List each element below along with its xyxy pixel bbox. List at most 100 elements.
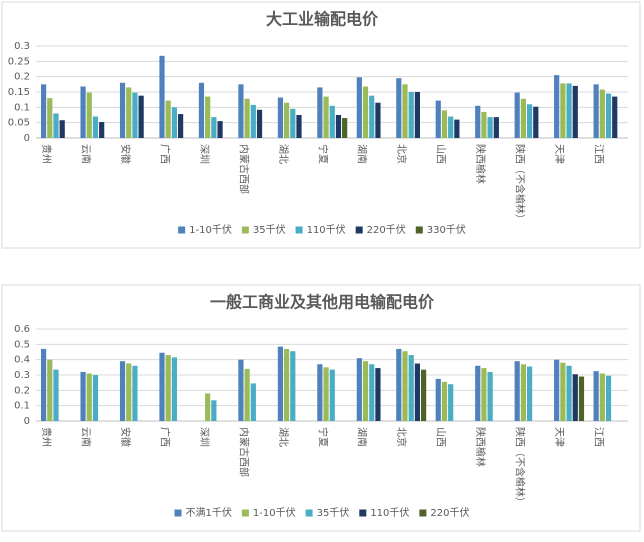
bar bbox=[554, 75, 560, 138]
bar bbox=[514, 92, 520, 138]
bar bbox=[238, 84, 244, 138]
bar bbox=[217, 121, 223, 138]
bar bbox=[126, 363, 132, 421]
bar bbox=[244, 368, 250, 421]
bar bbox=[448, 116, 454, 138]
legend-label: 110千伏 bbox=[307, 223, 346, 236]
x-tick-label: 深圳 bbox=[198, 427, 210, 447]
legend-swatch bbox=[295, 226, 303, 234]
legend-swatch bbox=[241, 226, 249, 234]
legend-swatch bbox=[415, 226, 423, 234]
x-tick-label: 北京 bbox=[395, 144, 408, 164]
legend-label: 1-10千伏 bbox=[189, 223, 232, 236]
bar bbox=[277, 97, 283, 138]
bar bbox=[605, 375, 612, 421]
bar bbox=[554, 359, 560, 421]
bar bbox=[572, 374, 578, 421]
bar bbox=[493, 117, 499, 138]
x-tick-label: 陕西榆林 bbox=[474, 144, 487, 184]
bar bbox=[296, 115, 302, 138]
bar bbox=[475, 365, 481, 421]
bar bbox=[408, 355, 414, 421]
y-tick-label: 0.1 bbox=[14, 102, 30, 113]
legend-label: 220千伏 bbox=[367, 223, 406, 236]
bar bbox=[435, 378, 441, 421]
legend-label: 35千伏 bbox=[317, 506, 350, 519]
bar bbox=[250, 383, 256, 421]
bar bbox=[572, 85, 578, 138]
bar bbox=[211, 400, 217, 421]
bar bbox=[593, 84, 599, 138]
bar bbox=[335, 115, 342, 138]
bar bbox=[362, 361, 369, 421]
x-tick-label: 安徽 bbox=[119, 144, 132, 164]
bar bbox=[205, 393, 211, 421]
bar bbox=[47, 359, 53, 421]
bar bbox=[441, 381, 448, 421]
bar bbox=[560, 362, 566, 421]
bar bbox=[578, 376, 585, 421]
x-tick-label: 内蒙古西部 bbox=[237, 427, 250, 477]
bar bbox=[171, 357, 177, 421]
bar bbox=[441, 110, 448, 138]
x-tick-label: 贵州 bbox=[40, 427, 53, 447]
bar bbox=[159, 352, 165, 421]
bar bbox=[256, 109, 263, 138]
bar bbox=[165, 355, 171, 421]
bar bbox=[342, 118, 348, 138]
bar bbox=[138, 95, 144, 138]
x-tick-label: 陕西（不含榆林） bbox=[514, 427, 527, 507]
bar bbox=[80, 86, 86, 138]
bar bbox=[599, 89, 605, 138]
legend-swatch bbox=[355, 226, 363, 234]
legend-label: 110千伏 bbox=[370, 506, 409, 519]
bar bbox=[396, 348, 402, 421]
bar bbox=[481, 368, 487, 421]
x-tick-label: 江西 bbox=[593, 427, 605, 447]
x-tick-label: 湖南 bbox=[356, 144, 369, 164]
legend-swatch bbox=[359, 509, 367, 517]
bar bbox=[593, 371, 599, 421]
bar bbox=[369, 364, 375, 421]
bar bbox=[119, 361, 126, 421]
bar bbox=[533, 106, 539, 138]
x-tick-label: 安徽 bbox=[119, 427, 132, 447]
bar bbox=[375, 102, 381, 138]
legend-label: 220千伏 bbox=[430, 506, 469, 519]
bar bbox=[408, 92, 414, 138]
bar bbox=[520, 98, 526, 138]
y-tick-label: 0 bbox=[24, 133, 30, 144]
bar bbox=[86, 373, 92, 421]
y-tick-label: 0.2 bbox=[14, 385, 30, 396]
bar bbox=[527, 104, 533, 138]
legend-swatch bbox=[174, 509, 182, 517]
bar bbox=[414, 92, 420, 138]
y-tick-label: 0.2 bbox=[14, 72, 30, 83]
x-tick-label: 山西 bbox=[435, 144, 447, 164]
bar bbox=[402, 351, 408, 421]
legend-label: 1-10千伏 bbox=[253, 506, 296, 519]
y-tick-label: 0.3 bbox=[14, 41, 30, 52]
x-tick-label: 深圳 bbox=[198, 144, 210, 164]
bar bbox=[605, 93, 612, 138]
bar bbox=[284, 102, 290, 138]
bar bbox=[86, 92, 92, 138]
bar bbox=[159, 55, 165, 138]
y-tick-label: 0.05 bbox=[8, 118, 30, 129]
legend-swatch bbox=[241, 509, 249, 517]
bar bbox=[356, 77, 362, 138]
y-tick-label: 0.1 bbox=[14, 401, 30, 412]
bar bbox=[132, 92, 138, 138]
bar bbox=[487, 371, 493, 421]
x-tick-label: 云南 bbox=[79, 427, 92, 447]
legend-label: 不满1千伏 bbox=[186, 506, 232, 519]
bar bbox=[126, 87, 132, 138]
bar bbox=[205, 96, 211, 138]
bar bbox=[514, 361, 520, 421]
bar bbox=[250, 104, 256, 138]
x-tick-label: 广西 bbox=[158, 427, 170, 447]
bar bbox=[396, 78, 402, 138]
bar bbox=[99, 122, 105, 138]
bar bbox=[475, 105, 481, 138]
bar bbox=[277, 346, 283, 421]
